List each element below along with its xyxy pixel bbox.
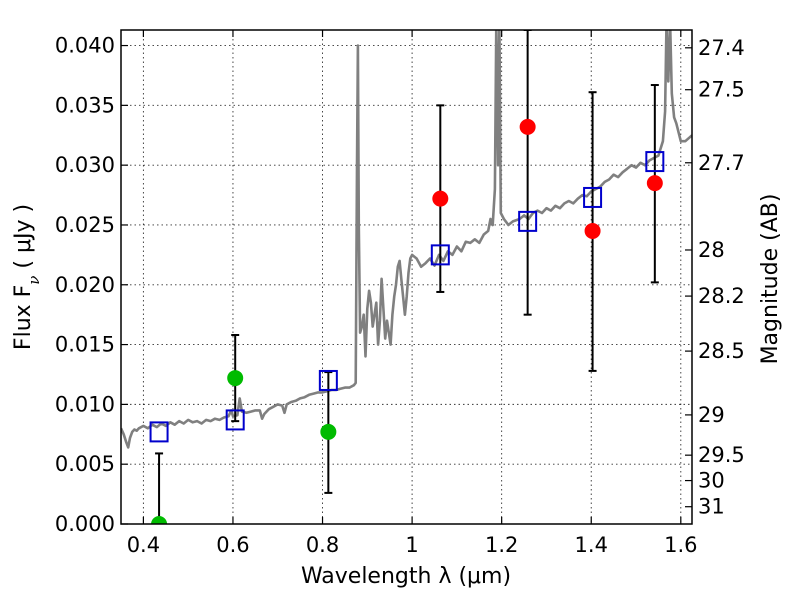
x-axis-title: Wavelength λ (μm) [301, 564, 511, 589]
mag-tick-label: 30 [698, 469, 725, 493]
x-tick-label: 0.6 [216, 533, 249, 557]
model-photometry-square [430, 244, 450, 266]
y-tick-label: 0.040 [55, 34, 115, 58]
green-data-point [320, 423, 337, 440]
mag-tick-label: 31 [698, 495, 725, 519]
mag-tick-label: 29.5 [698, 443, 745, 467]
x-tick-label: 1 [405, 533, 418, 557]
red-data-point [646, 175, 663, 192]
model-photometry-square [318, 369, 338, 391]
mag-tick-label: 28.5 [698, 339, 745, 363]
plot-frame [120, 29, 693, 525]
y-axis-title-unit: ( μJy ) [11, 204, 36, 276]
model-photometry-square [583, 186, 603, 208]
y-tick-label: 0.010 [55, 392, 115, 416]
mag-tick-label: 29 [698, 403, 725, 427]
model-photometry-square [518, 210, 538, 232]
y-axis-title-sub: ν [25, 276, 43, 285]
x-tick-label: 1.2 [485, 533, 518, 557]
mag-tick-label: 28 [698, 238, 725, 262]
y-tick-label: 0.025 [55, 213, 115, 237]
mag-tick-label: 27.5 [698, 78, 745, 102]
y-tick-label: 0.030 [55, 153, 115, 177]
plot-area [121, 30, 692, 524]
x-tick-label: 1.4 [575, 533, 608, 557]
axis-ticks: 0.4 0.6 0.8 1 1.2 1.4 1.6 0.000 0.005 0.010 0.015 0… [55, 30, 745, 557]
red-data-point [432, 190, 449, 207]
y-tick-label: 0.005 [55, 452, 115, 476]
mag-tick-label: 27.4 [698, 36, 745, 60]
red-data-point [584, 222, 601, 239]
y-tick-label: 0.015 [55, 333, 115, 357]
y-tick-label: 0.020 [55, 273, 115, 297]
model-spectrum-line [121, 30, 692, 449]
y-tick-label: 0.035 [55, 93, 115, 117]
y-axis-title-main: Flux F [11, 285, 36, 350]
error-bar [523, 30, 532, 316]
y-axis-title: Flux Fν ( μJy ) [11, 204, 43, 350]
y-tick-label: 0.000 [55, 512, 115, 536]
red-data-point [519, 118, 536, 135]
x-tick-label: 1.6 [664, 533, 697, 557]
mag-tick-label: 28.2 [698, 284, 745, 308]
x-tick-label: 0.4 [127, 533, 160, 557]
error-bar [155, 452, 164, 524]
model-photometry-square [225, 409, 245, 431]
green-data-point [151, 516, 168, 524]
green-data-point [227, 370, 244, 387]
model-photometry-square [149, 421, 169, 443]
model-photometry-square [645, 151, 665, 173]
mag-tick-label: 27.7 [698, 151, 745, 175]
grid [121, 30, 692, 524]
x-tick-label: 0.8 [306, 533, 339, 557]
y2-axis-title: Magnitude (AB) [758, 194, 783, 365]
